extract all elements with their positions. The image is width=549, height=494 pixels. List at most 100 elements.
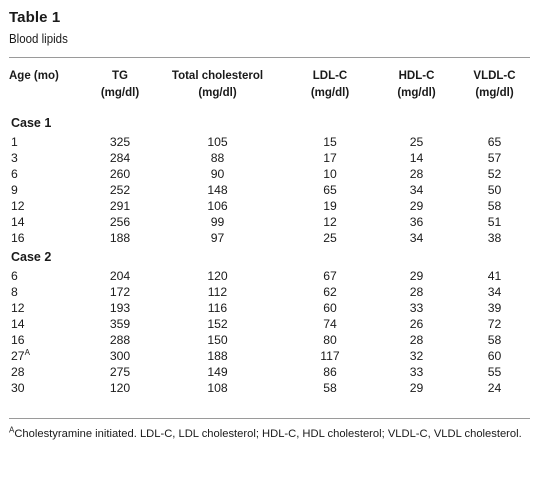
footnote-ref: A — [24, 347, 30, 357]
vldl-c-cell: 58 — [487, 333, 502, 347]
ldl-c-cell: 12 — [323, 215, 337, 229]
total-cholesterol-cell: 120 — [207, 269, 228, 283]
column-header-label: VLDL-C — [473, 70, 516, 82]
tg-cell: 120 — [109, 381, 131, 395]
ldl-c-cell: 67 — [323, 269, 337, 283]
section-label: Case 1 — [11, 116, 52, 130]
age-value: 6 — [11, 269, 18, 283]
age-value: 3 — [11, 151, 18, 165]
hdl-c-cell: 28 — [409, 333, 424, 347]
vldl-c-cell: 57 — [487, 151, 502, 165]
total-cholesterol-cell: 112 — [207, 285, 228, 299]
vldl-c-cell: 34 — [487, 285, 502, 299]
table-subtitle: Blood lipids — [9, 32, 68, 46]
table-title: Table 1 — [9, 9, 61, 26]
column-header-unit: (mg/dl) — [475, 87, 514, 99]
age-value: 14 — [11, 317, 25, 331]
blood-lipids-table: Age (mo) TG (mg/dl) Total cholesterol (mg/dl… — [9, 68, 530, 396]
ldl-c-cell: 17 — [323, 151, 337, 165]
age-cell: 12 — [9, 300, 91, 316]
total-cholesterol-cell: 97 — [210, 231, 225, 245]
age-value: 6 — [11, 167, 18, 181]
vldl-c-cell: 72 — [487, 317, 502, 331]
total-cholesterol-cell: 116 — [207, 301, 228, 315]
tg-cell: 300 — [109, 349, 131, 363]
age-cell: 6 — [9, 268, 91, 284]
age-cell: 12 — [9, 198, 91, 214]
column-header-label: Total cholesterol — [171, 70, 264, 82]
hdl-c-cell: 29 — [409, 269, 424, 283]
table-row: 8 172 112 62 28 34 — [9, 284, 530, 300]
tg-cell: 193 — [109, 301, 131, 315]
hdl-c-cell: 33 — [409, 301, 424, 315]
table-row: 1 325 105 15 25 65 — [9, 134, 530, 150]
table-row: 6 260 90 10 28 52 — [9, 166, 530, 182]
section-row: Case 1 — [9, 112, 530, 134]
tg-cell: 291 — [109, 199, 131, 213]
hdl-c-cell: 28 — [409, 285, 424, 299]
tg-cell: 204 — [109, 269, 131, 283]
tg-cell: 252 — [109, 183, 131, 197]
bottom-rule — [9, 418, 530, 419]
age-value: 1 — [11, 135, 18, 149]
tg-cell: 256 — [109, 215, 131, 229]
tg-cell: 284 — [109, 151, 131, 165]
vldl-c-cell: 52 — [487, 167, 502, 181]
table-footnote: ACholestyramine initiated. LDL-C, LDL ch… — [9, 426, 529, 443]
ldl-c-cell: 62 — [323, 285, 337, 299]
age-cell: 9 — [9, 182, 91, 198]
age-cell: 16 — [9, 230, 91, 246]
table-row: 16 288 150 80 28 58 — [9, 332, 530, 348]
table-row: 27A 300 188 117 32 60 — [9, 348, 530, 364]
hdl-c-cell: 33 — [409, 365, 424, 379]
ldl-c-cell: 19 — [323, 199, 337, 213]
hdl-c-cell: 34 — [409, 183, 424, 197]
column-header-unit: (mg/dl) — [100, 87, 140, 99]
ldl-c-cell: 15 — [323, 135, 337, 149]
table-header: Age (mo) TG (mg/dl) Total cholesterol (mg/dl… — [9, 68, 530, 112]
age-cell: 27A — [9, 348, 91, 364]
ldl-c-cell: 86 — [323, 365, 337, 379]
hdl-c-cell: 26 — [409, 317, 424, 331]
age-value: 30 — [11, 381, 25, 395]
table-row: 6 204 120 67 29 41 — [9, 268, 530, 284]
column-header-unit: (mg/dl) — [198, 87, 237, 99]
ldl-c-cell: 74 — [323, 317, 337, 331]
section-label: Case 2 — [11, 250, 52, 264]
column-header: VLDL-C (mg/dl) — [459, 68, 530, 112]
hdl-c-cell: 29 — [409, 199, 424, 213]
hdl-c-cell: 28 — [409, 167, 424, 181]
vldl-c-cell: 41 — [487, 269, 502, 283]
column-header-label: TG — [112, 70, 128, 82]
total-cholesterol-cell: 150 — [207, 333, 228, 347]
table-row: 9 252 148 65 34 50 — [9, 182, 530, 198]
ldl-c-cell: 58 — [323, 381, 337, 395]
hdl-c-cell: 14 — [409, 151, 424, 165]
age-cell: 1 — [9, 134, 91, 150]
column-header: Age (mo) — [9, 68, 91, 112]
tg-cell: 325 — [109, 135, 131, 149]
column-header: HDL-C (mg/dl) — [374, 68, 459, 112]
total-cholesterol-cell: 148 — [207, 183, 228, 197]
column-header: Total cholesterol (mg/dl) — [149, 68, 286, 112]
column-header-label: Age (mo) — [9, 70, 59, 82]
total-cholesterol-cell: 152 — [207, 317, 228, 331]
total-cholesterol-cell: 88 — [210, 151, 225, 165]
vldl-c-cell: 51 — [487, 215, 502, 229]
age-value: 12 — [11, 301, 25, 315]
footnote-text: Cholestyramine initiated. LDL-C, LDL cho… — [14, 428, 522, 440]
total-cholesterol-cell: 106 — [207, 199, 228, 213]
vldl-c-cell: 39 — [487, 301, 502, 315]
ldl-c-cell: 80 — [323, 333, 337, 347]
top-rule — [9, 57, 530, 58]
table-row: 14 256 99 12 36 51 — [9, 214, 530, 230]
column-header: LDL-C (mg/dl) — [286, 68, 374, 112]
table-row: 30 120 108 58 29 24 — [9, 380, 530, 396]
vldl-c-cell: 24 — [487, 381, 502, 395]
age-value: 28 — [11, 365, 25, 379]
age-cell: 14 — [9, 214, 91, 230]
table-row: 12 193 116 60 33 39 — [9, 300, 530, 316]
ldl-c-cell: 117 — [320, 349, 340, 363]
age-value: 16 — [11, 231, 25, 245]
table-row: 28 275 149 86 33 55 — [9, 364, 530, 380]
